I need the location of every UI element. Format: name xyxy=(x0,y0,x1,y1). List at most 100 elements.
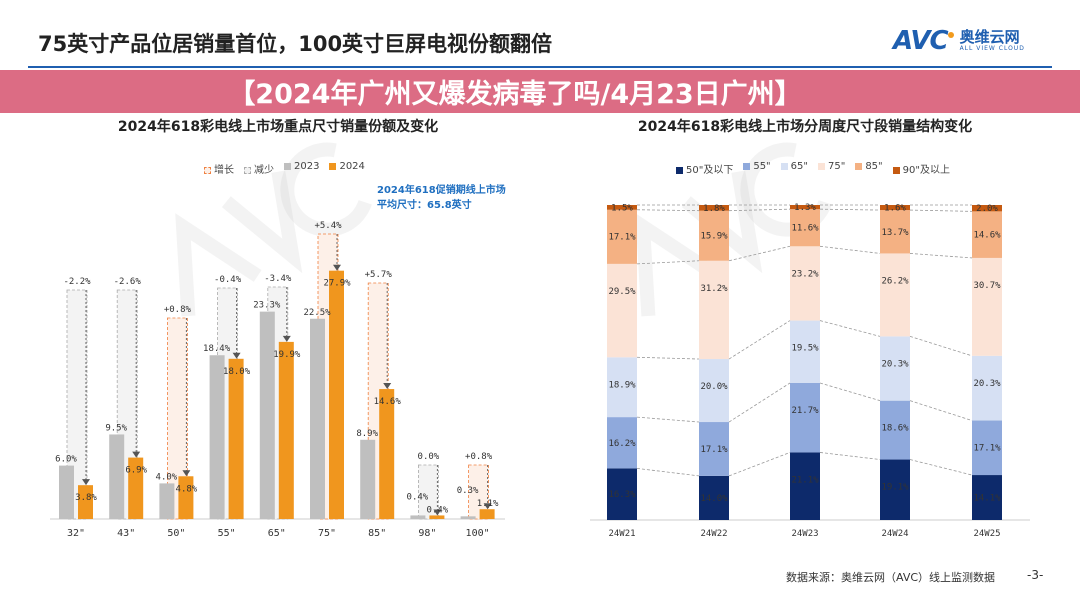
x-tick-label: 65" xyxy=(268,528,286,539)
logo-en: ALL VIEW CLOUD xyxy=(959,45,1025,52)
bar-2023 xyxy=(109,434,125,519)
connector-line xyxy=(636,260,700,265)
legend-label: 90"及以上 xyxy=(902,165,950,176)
segment-label: 1.8% xyxy=(703,204,725,214)
value-label-2024: 1.1% xyxy=(477,499,499,509)
change-box xyxy=(166,317,188,520)
legend-swatch xyxy=(855,162,863,170)
segment-label: 26.2% xyxy=(881,276,909,286)
legend-item: 2024 xyxy=(329,161,365,176)
change-box xyxy=(66,289,88,520)
change-label: +0.8% xyxy=(164,305,192,315)
value-label-2023: 18.4% xyxy=(203,344,231,354)
stacked-segment xyxy=(790,320,820,383)
segment-label: 18.6% xyxy=(881,424,909,434)
bar-2023 xyxy=(460,516,476,519)
stacked-segment xyxy=(699,260,729,360)
stacked-segment xyxy=(790,209,820,247)
stacked-segment xyxy=(699,359,729,423)
value-label-2024: 6.9% xyxy=(125,466,147,476)
connector-line xyxy=(728,208,791,212)
arrow-head-icon xyxy=(333,264,341,271)
connector-line xyxy=(636,467,700,477)
bar-2024 xyxy=(429,515,445,519)
segment-label: 19.1% xyxy=(881,483,909,493)
connector-line xyxy=(728,452,791,477)
segment-label: 19.5% xyxy=(791,344,819,354)
legend-item: 增长 xyxy=(204,161,234,176)
bar-2024 xyxy=(379,389,395,519)
value-label-2023: 22.5% xyxy=(303,308,331,318)
stacked-segment xyxy=(972,475,1002,520)
segment-label: 30.7% xyxy=(973,281,1001,291)
stacked-segment xyxy=(790,246,820,321)
right-chart-title: 2024年618彩电线上市场分周度尺寸段销量结构变化 xyxy=(637,119,973,135)
stacked-segment xyxy=(972,205,1002,212)
stacked-segment xyxy=(790,205,820,210)
connector-line xyxy=(819,452,881,460)
stacked-segment xyxy=(880,210,910,254)
value-label-2023: 9.5% xyxy=(105,423,127,433)
segment-label: 14.0% xyxy=(700,494,728,504)
segment-label: 15.9% xyxy=(700,232,728,242)
title-divider xyxy=(28,66,1052,68)
bar-2024 xyxy=(178,476,194,519)
stacked-segment xyxy=(972,355,1002,421)
arrow-head-icon xyxy=(282,335,291,342)
value-label-2024: 27.9% xyxy=(323,279,351,289)
segment-label: 21.1% xyxy=(791,475,819,485)
avc-logo: AVC 奥维云网 ALL VIEW CLOUD xyxy=(893,26,1025,56)
connector-line xyxy=(636,416,700,423)
x-tick-label: 43" xyxy=(117,528,135,539)
change-label: +5.4% xyxy=(314,221,342,231)
x-tick-label: 24W25 xyxy=(973,529,1000,539)
legend-item: 50"及以下 xyxy=(676,161,733,176)
watermark-logo-icon xyxy=(175,142,372,317)
segment-label: 21.7% xyxy=(791,406,819,416)
value-label-2024: 14.6% xyxy=(374,397,402,407)
stacked-segment xyxy=(972,211,1002,258)
segment-label: 18.9% xyxy=(608,380,636,390)
stacked-segment xyxy=(607,209,637,264)
left-legend: 增长 减少 2023 2024 xyxy=(204,161,365,176)
segment-label: 1.5% xyxy=(611,203,633,213)
x-tick-label: 24W21 xyxy=(608,529,635,539)
connector-line xyxy=(819,382,881,402)
legend-label: 50"及以下 xyxy=(686,165,734,176)
segment-label: 20.3% xyxy=(973,379,1001,389)
segment-label: 31.2% xyxy=(700,284,728,294)
connector-line xyxy=(819,320,881,337)
legend-label: 55" xyxy=(753,161,771,172)
connector-line xyxy=(636,356,700,360)
connector-line xyxy=(728,245,791,262)
logo-mark: AVC xyxy=(893,26,949,56)
stacked-segment xyxy=(880,253,910,337)
change-label: -2.6% xyxy=(114,277,142,287)
legend-label: 75" xyxy=(827,161,846,172)
x-tick-label: 24W24 xyxy=(881,529,908,539)
bar-2024 xyxy=(278,341,294,519)
segment-label: 14.1% xyxy=(973,494,1001,504)
logo-cn: 奥维云网 xyxy=(959,28,1020,46)
bar-2023 xyxy=(310,318,325,519)
average-size-note: 2024年618促销期线上市场 平均尺寸：65.8英寸 xyxy=(377,185,506,211)
data-source: 数据来源：奥维云网（AVC）线上监测数据 xyxy=(786,571,996,584)
segment-label: 16.2% xyxy=(608,439,636,449)
segment-label: 20.0% xyxy=(700,382,728,392)
connector-line xyxy=(909,253,973,259)
bar-2023 xyxy=(410,515,426,519)
stacked-segment xyxy=(790,382,820,453)
stacked-segment xyxy=(607,205,637,210)
value-label-2023: 23.3% xyxy=(253,301,281,311)
page-number: -3- xyxy=(1027,568,1044,582)
legend-swatch xyxy=(743,162,751,170)
stacked-segment xyxy=(607,468,637,520)
segment-label: 14.6% xyxy=(973,231,1001,241)
arrow-head-icon xyxy=(82,479,90,486)
segment-label: 17.1% xyxy=(608,233,636,243)
stacked-segment xyxy=(699,422,729,476)
bar-2024 xyxy=(128,457,144,519)
x-tick-label: 100" xyxy=(466,528,490,539)
